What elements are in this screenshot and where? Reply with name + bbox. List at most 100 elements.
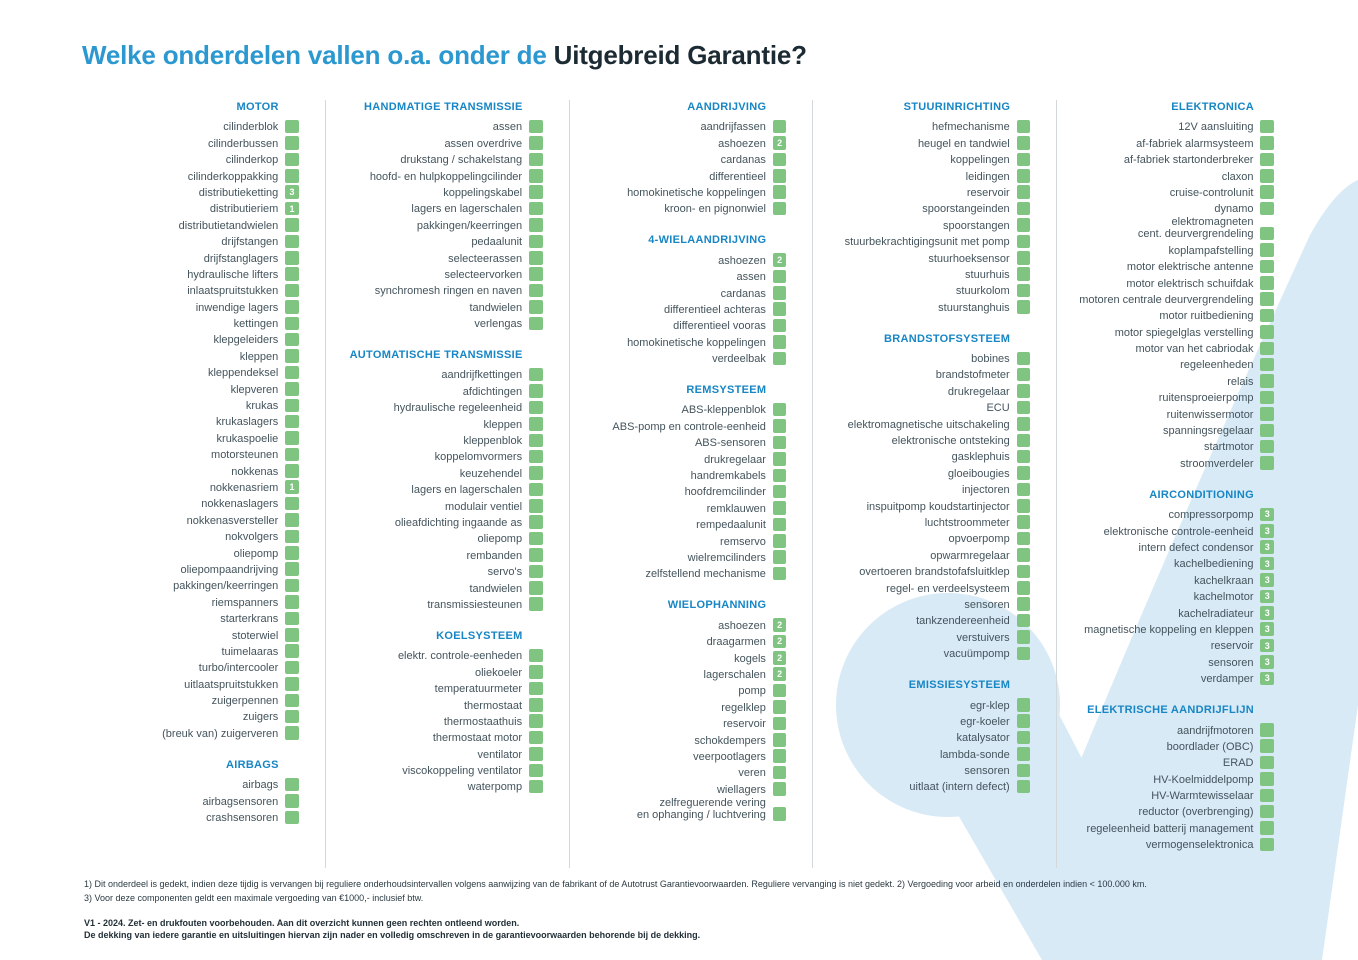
section-title: KOELSYSTEEM — [436, 629, 523, 642]
coverage-checkbox — [1260, 456, 1274, 470]
item-label: temperatuurmeter — [434, 683, 523, 696]
coverage-checkbox — [1016, 400, 1031, 415]
item-label: ruitenwissermotor — [1166, 408, 1254, 421]
coverage-checkbox — [285, 119, 299, 134]
coverage-checkbox — [1260, 374, 1274, 388]
coverage-checkbox — [285, 431, 299, 445]
list-item: startmotor — [1057, 438, 1300, 454]
item-label: lambda-sonde — [939, 748, 1010, 761]
coverage-checkbox — [529, 234, 543, 249]
page-footer: 1) Dit onderdeel is gedekt, indien deze … — [84, 878, 1349, 941]
list-item: uitlaatspruitstukken — [82, 675, 325, 691]
coverage-checkbox — [1016, 417, 1031, 431]
list-item: lagers en lagerschalen — [326, 200, 569, 216]
item-label: rempedaalunit — [696, 519, 766, 532]
list-item: drukregelaar — [813, 382, 1056, 398]
item-label: viscokoppeling ventilator — [402, 765, 523, 778]
coverage-checkbox — [285, 529, 299, 544]
item-label: krukaslagers — [215, 416, 279, 429]
list-item: stuurhuis — [813, 266, 1056, 282]
item-label: thermostaat motor — [432, 732, 523, 745]
list-item: drijfstangen — [82, 233, 325, 249]
list-item: verstuivers — [813, 628, 1056, 644]
section-title: HANDMATIGE TRANSMISSIE — [364, 101, 523, 113]
list-item: zuigers — [82, 708, 325, 724]
list-item: differentieel — [570, 167, 813, 183]
coverage-checkbox-note-3: 3 — [1260, 556, 1274, 571]
list-item: tandwielen — [326, 579, 569, 595]
list-item: pomp — [570, 682, 813, 698]
coverage-checkbox — [285, 152, 299, 167]
coverage-checkbox — [1016, 698, 1031, 712]
list-item: stroomverdeler — [1057, 454, 1300, 470]
item-label: cruise-controlunit — [1169, 186, 1254, 199]
list-item: ashoezen 2 — [570, 134, 813, 150]
item-label: motor van het cabriodak — [1135, 343, 1254, 356]
list-item: turbo/intercooler — [82, 659, 325, 675]
item-label: tankzendereenheid — [916, 615, 1010, 628]
list-item: viscokoppeling ventilator — [326, 762, 569, 778]
list-item: hydraulische lifters — [82, 266, 325, 282]
item-label: brandstofmeter — [935, 369, 1010, 382]
list-item: verdeelbak — [570, 350, 813, 366]
coverage-checkbox — [1260, 821, 1274, 835]
list-item: af-fabriek alarmsysteem — [1057, 134, 1300, 150]
coverage-checkbox — [285, 693, 299, 708]
item-label: kettingen — [233, 318, 279, 331]
page-title-prefix: Welke onderdelen vallen o.a. onder de — [82, 40, 554, 70]
item-label: distributieketting — [198, 186, 279, 199]
list-item: gasklephuis — [813, 448, 1056, 464]
watermark-check-arm — [1048, 180, 1358, 960]
list-item: luchtstroommeter — [813, 514, 1056, 530]
list-item: cruise-controlunit — [1057, 184, 1300, 200]
coverage-checkbox — [529, 251, 543, 265]
coverage-checkbox — [772, 269, 787, 284]
list-item: verlengas — [326, 315, 569, 331]
list-item: motor ruitbediening — [1057, 307, 1300, 323]
item-label: hydraulische lifters — [187, 268, 279, 281]
item-label: zelfstellend mechanisme — [645, 568, 766, 581]
coverage-checkbox — [1260, 357, 1274, 372]
item-label: 12V aansluiting — [1178, 121, 1254, 134]
coverage-checkbox — [529, 763, 543, 778]
item-label: motor elektrisch schuifdak — [1126, 277, 1254, 290]
list-item: inlaatspruitstukken — [82, 282, 325, 298]
coverage-checkbox — [1260, 201, 1274, 216]
item-label: pedaalunit — [471, 236, 523, 249]
coverage-checkbox — [772, 302, 787, 316]
list-item: magnetische koppeling en kleppen 3 — [1057, 621, 1300, 637]
list-item: brandstofmeter — [813, 366, 1056, 382]
coverage-checkbox — [1260, 739, 1274, 753]
item-label: reductor (overbrenging) — [1138, 806, 1254, 819]
coverage-checkbox — [772, 318, 787, 333]
item-label: sensoren — [964, 598, 1010, 611]
coverage-checkbox — [285, 611, 299, 626]
item-label: ABS-sensoren — [694, 437, 766, 450]
coverage-checkbox — [1016, 646, 1031, 661]
disclaimer-version: V1 - 2024. Zet- en drukfouten voorbehoud… — [84, 918, 520, 928]
coverage-checkbox-note-3: 3 — [1260, 573, 1274, 587]
list-item: draagarmen 2 — [570, 633, 813, 649]
coverage-checkbox — [529, 698, 543, 712]
section-handmatige-transmissie: HANDMATIGE TRANSMISSIE assen assen overdri… — [326, 100, 569, 331]
coverage-checkbox-note-2: 2 — [772, 651, 787, 665]
coverage-checkbox-note-2: 2 — [772, 136, 787, 150]
list-item: selecteerassen — [326, 249, 569, 265]
item-label: distributieriem — [209, 203, 279, 216]
item-label: transmissiesteunen — [427, 598, 523, 611]
list-item: lambda-sonde — [813, 745, 1056, 761]
item-label: krukas — [245, 400, 279, 413]
item-label: reservoir — [723, 718, 766, 731]
coverage-checkbox — [1016, 283, 1031, 298]
list-item: stuurhoeksensor — [813, 249, 1056, 265]
list-item: keuzehendel — [326, 464, 569, 480]
list-item: (breuk van) zuigerveren — [82, 724, 325, 740]
list-item: dynamo — [1057, 200, 1300, 216]
coverage-checkbox — [285, 777, 299, 792]
item-label: verlengas — [474, 318, 523, 331]
item-label: drukregelaar — [704, 453, 766, 466]
list-item: ruitensproeierpomp — [1057, 389, 1300, 405]
item-label: opvoerpomp — [948, 533, 1010, 546]
list-item: krukaspoelie — [82, 429, 325, 445]
list-item: stuurkolom — [813, 282, 1056, 298]
